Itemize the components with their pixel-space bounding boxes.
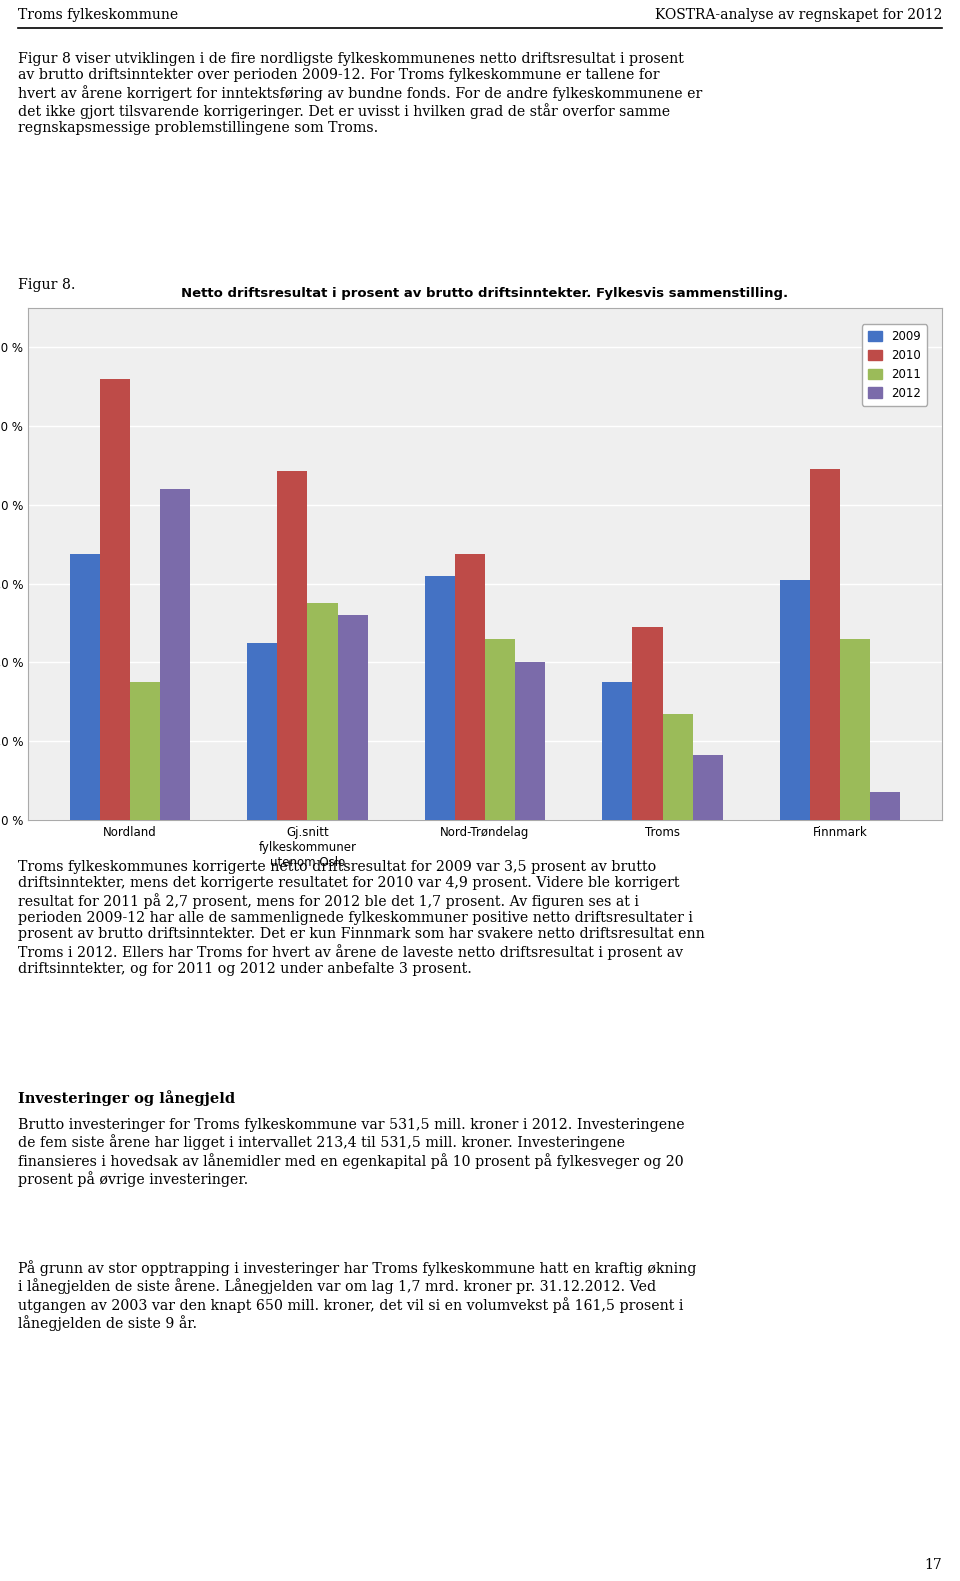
Bar (424, 575, 455, 821)
Bar (307, 604, 338, 821)
Bar (840, 639, 871, 821)
Title: Netto driftsresultat i prosent av brutto driftsinntekter. Fylkesvis sammenstilli: Netto driftsresultat i prosent av brutto… (181, 286, 788, 300)
Bar (277, 471, 307, 821)
Text: Troms fylkeskommunes korrigerte netto driftsresultat for 2009 var 3,5 prosent av: Troms fylkeskommunes korrigerte netto dr… (18, 860, 705, 975)
Text: KOSTRA-analyse av regnskapet for 2012: KOSTRA-analyse av regnskapet for 2012 (655, 8, 942, 22)
Text: På grunn av stor opptrapping i investeringer har Troms fylkeskommune hatt en kra: På grunn av stor opptrapping i investeri… (18, 1260, 696, 1331)
Bar (69, 555, 100, 821)
Bar (662, 713, 693, 821)
Text: Figur 8 viser utviklingen i de fire nordligste fylkeskommunenes netto driftsresu: Figur 8 viser utviklingen i de fire nord… (18, 52, 703, 136)
Text: 17: 17 (924, 1557, 942, 1572)
Bar (247, 643, 277, 821)
Bar (100, 379, 130, 821)
Bar (602, 681, 633, 821)
Legend: 2009, 2010, 2011, 2012: 2009, 2010, 2011, 2012 (862, 324, 927, 406)
Bar (810, 470, 840, 821)
Bar (130, 681, 160, 821)
Text: Troms fylkeskommune: Troms fylkeskommune (18, 8, 179, 22)
Text: Investeringer og lånegjeld: Investeringer og lånegjeld (18, 1089, 235, 1105)
Bar (693, 756, 723, 821)
Bar (516, 662, 545, 821)
Bar (485, 639, 516, 821)
Bar (338, 615, 368, 821)
Bar (633, 628, 662, 821)
Bar (871, 792, 900, 821)
Text: Brutto investeringer for Troms fylkeskommune var 531,5 mill. kroner i 2012. Inve: Brutto investeringer for Troms fylkeskom… (18, 1118, 684, 1187)
Text: Figur 8.: Figur 8. (18, 278, 76, 292)
Bar (780, 580, 810, 821)
Bar (160, 489, 190, 821)
Bar (455, 555, 485, 821)
